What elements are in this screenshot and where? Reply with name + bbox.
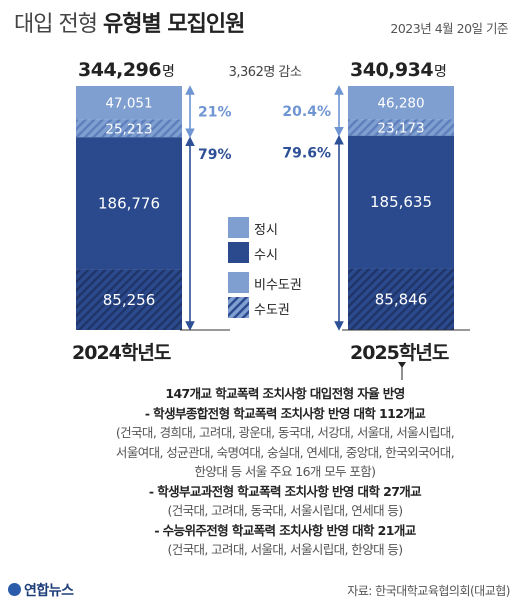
- legend-swatch-jeongsi: [228, 217, 249, 238]
- bar-value-label: 25,213: [105, 121, 152, 137]
- jeongsi-share-label: 21%: [198, 105, 232, 121]
- stacked-bar-chart: 47,051 25,213 186,776 85,256 21% 79% 46,280 23,…: [76, 85, 470, 380]
- source-label: 자료: 한국대학교육협의회(대교협): [347, 584, 510, 598]
- bar-value-label: 186,776: [98, 194, 160, 212]
- jeongsi-share-label: 20.4%: [282, 104, 331, 120]
- total-2025: 340,934명: [350, 59, 447, 81]
- logo-mark-icon: [8, 583, 21, 596]
- date-label: 2023년 4월 20일 기준: [390, 21, 508, 36]
- bar-value-label: 185,635: [370, 193, 432, 211]
- bar-segment: [348, 135, 454, 269]
- legend-swatch-non-capital: [228, 272, 249, 293]
- bar-value-label: 85,846: [375, 290, 428, 308]
- legend-swatch-capital: [228, 297, 249, 318]
- notes-heading: 147개교 학교폭력 조치사항 대입전형 자율 반영: [165, 386, 405, 401]
- decrease-label: 3,362명 감소: [228, 65, 302, 80]
- bar-segment: [76, 137, 182, 270]
- note-title: - 수능위주전형 학교폭력 조치사항 반영 대학 21개교: [154, 522, 416, 538]
- total-2024: 344,296명: [78, 59, 175, 81]
- note-title: - 학생부종합전형 학교폭력 조치사항 반영 대학 112개교: [144, 405, 426, 421]
- legend-swatch-susi: [228, 242, 249, 263]
- note-detail: (건국대, 고려대, 서울대, 서울시립대, 한양대 등): [167, 542, 403, 557]
- note-detail: (건국대, 고려대, 동국대, 서울시립대, 연세대 등): [167, 503, 403, 518]
- note-detail: 한양대 등 서울 주요 16개 모두 포함): [194, 464, 377, 479]
- bar-value-label: 46,280: [377, 96, 424, 112]
- yonhap-logo: 연합뉴스: [8, 580, 74, 600]
- susi-share-label: 79.6%: [282, 146, 331, 162]
- year-label-2025: 2025학년도: [350, 342, 449, 364]
- note-title: - 학생부교과전형 학교폭력 조치사항 반영 대학 27개교: [148, 483, 422, 499]
- pointer-triangle-icon: [398, 362, 406, 368]
- bar-segment: [76, 119, 182, 138]
- page-title: 대입 전형 유형별 모집인원: [14, 12, 245, 37]
- year-label-2024: 2024학년도: [72, 342, 171, 364]
- susi-share-label: 79%: [198, 147, 232, 163]
- note-detail: (건국대, 경희대, 고려대, 광운대, 동국대, 서강대, 서울대, 서울시립…: [115, 425, 455, 440]
- bar-value-label: 85,256: [103, 291, 156, 309]
- notes-panel: 147개교 학교폭력 조치사항 대입전형 자율 반영 - 학생부종합전형 학교폭…: [60, 384, 510, 560]
- bar-value-label: 23,173: [377, 120, 424, 136]
- note-detail: 서울여대, 성균관대, 숙명여대, 숭실대, 연세대, 중앙대, 한국외국어대,: [115, 444, 455, 460]
- bar-segment: [76, 269, 182, 330]
- bar-segment: [348, 86, 454, 120]
- bar-segment: [348, 119, 454, 136]
- bar-segment: [348, 268, 454, 330]
- bar-segment: [76, 86, 182, 120]
- bar-value-label: 47,051: [105, 96, 152, 112]
